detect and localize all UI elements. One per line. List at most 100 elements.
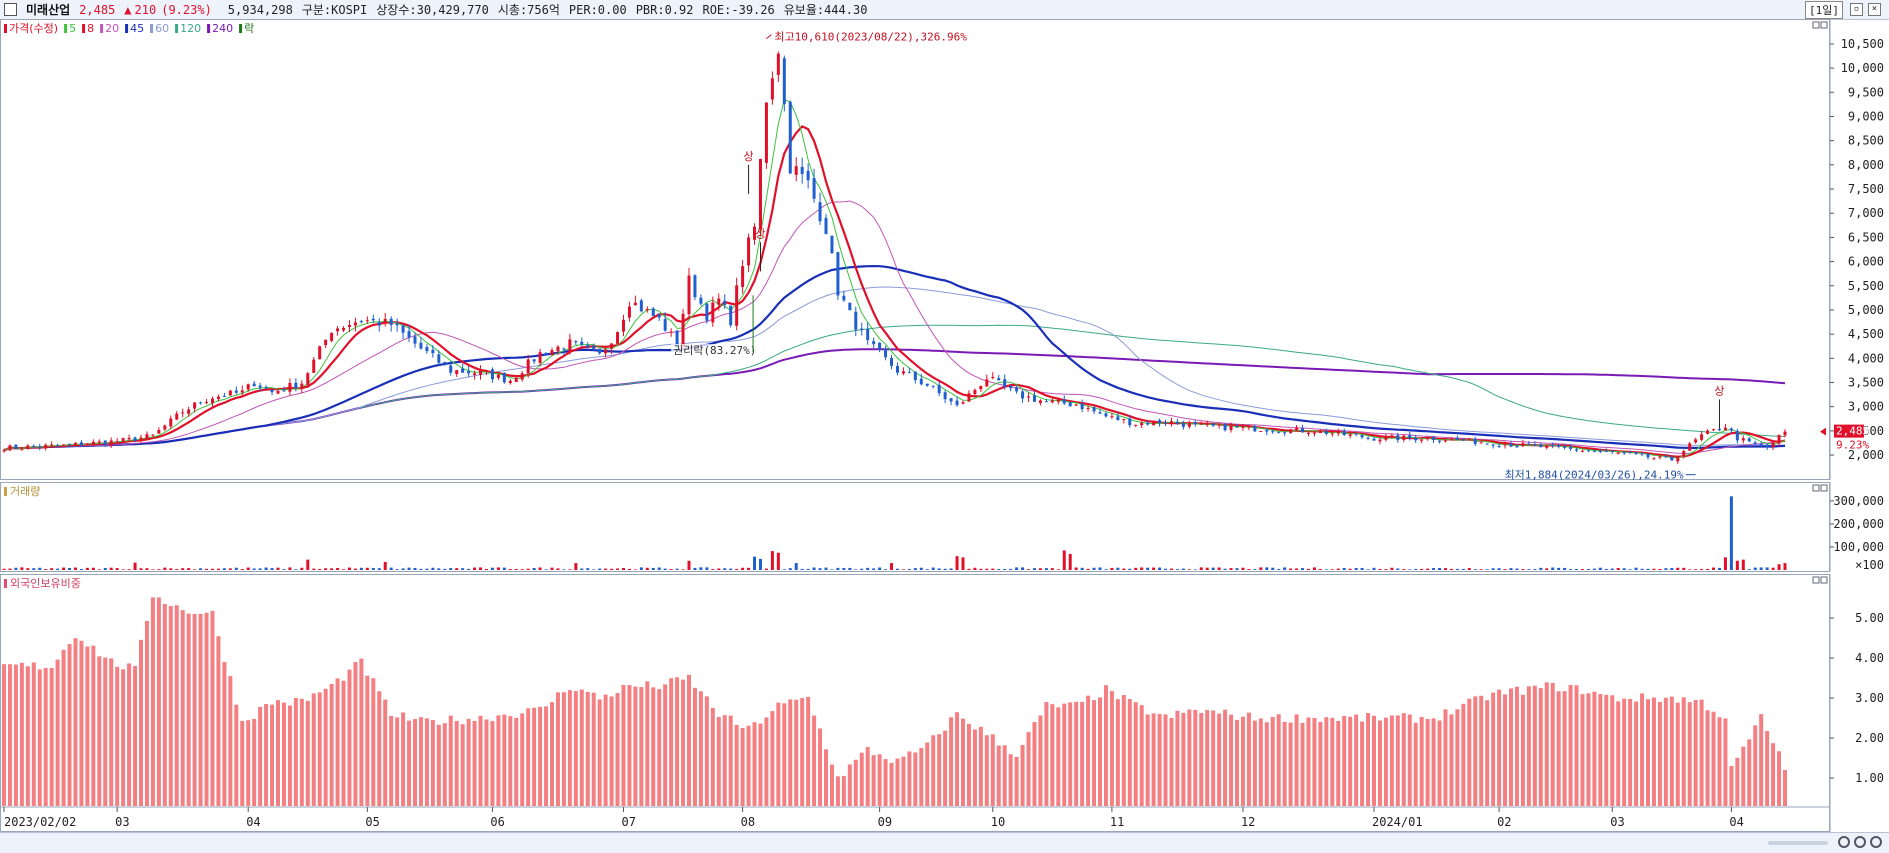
foreign-ratio-bar xyxy=(1580,694,1585,806)
volume-bar xyxy=(68,568,72,570)
foreign-ratio-bar xyxy=(395,717,400,806)
candle xyxy=(1432,437,1436,441)
foreign-ratio-bar xyxy=(1086,695,1091,806)
candle xyxy=(20,448,24,450)
candle xyxy=(407,331,411,338)
foreign-ratio-bar xyxy=(561,692,566,806)
volume-title: 거래량 xyxy=(10,485,40,498)
volume-bar xyxy=(1414,568,1418,570)
volume-bar xyxy=(1169,568,1173,570)
scroll-track[interactable] xyxy=(1768,841,1828,845)
foreign-ratio-bar xyxy=(365,675,370,806)
candle xyxy=(1723,427,1727,430)
candle xyxy=(276,390,280,394)
volume-bar xyxy=(633,569,637,570)
volume-bar xyxy=(145,568,149,570)
trade-volume: 5,934,298 xyxy=(227,2,293,17)
candle xyxy=(282,390,286,392)
volume-bar xyxy=(210,568,214,570)
zoom-in-icon[interactable] xyxy=(1870,836,1882,848)
candle xyxy=(1217,424,1221,426)
volume-bar xyxy=(913,568,917,570)
foreign-ratio-bar xyxy=(1276,714,1281,806)
legend-item: 8 xyxy=(87,22,94,35)
volume-bar xyxy=(1527,569,1531,570)
candle xyxy=(115,441,119,443)
volume-bar xyxy=(288,567,292,570)
foreign-ratio-bar xyxy=(1735,757,1740,806)
candle xyxy=(1021,391,1025,399)
candle xyxy=(621,319,625,332)
candle xyxy=(97,441,101,443)
candle xyxy=(812,178,816,199)
foreign-ratio-bar xyxy=(681,679,686,806)
ma20-line xyxy=(3,200,1786,455)
candle xyxy=(199,402,203,404)
volume-bar xyxy=(324,568,328,570)
volume-bar xyxy=(502,567,506,570)
stock-chart[interactable]: 2,0002,5003,0003,5004,0004,5005,0005,500… xyxy=(0,19,1889,832)
candle xyxy=(1372,438,1376,441)
volume-bar xyxy=(1247,569,1251,570)
volume-bar xyxy=(747,567,751,570)
candle xyxy=(741,266,745,287)
foreign-ratio-bar xyxy=(1622,698,1627,806)
volume-bar xyxy=(1402,569,1406,570)
candle xyxy=(776,53,780,75)
volume-bar xyxy=(562,569,566,570)
candle xyxy=(228,390,232,396)
stock-name[interactable]: 미래산업 xyxy=(26,3,71,17)
volume-bar xyxy=(1271,567,1275,570)
volume-bar xyxy=(199,568,203,570)
candle xyxy=(1283,432,1287,434)
volume-bar xyxy=(336,567,340,570)
candle xyxy=(133,437,137,441)
x-tick-label: 09 xyxy=(878,815,892,829)
volume-bar xyxy=(1765,567,1769,570)
candle xyxy=(1062,399,1066,404)
candle xyxy=(347,325,351,328)
select-checkbox[interactable] xyxy=(4,3,17,16)
change-arrow-icon: ▲ xyxy=(124,2,132,17)
candle xyxy=(431,349,435,354)
foreign-ratio-bar xyxy=(180,610,185,806)
volume-bar xyxy=(1152,567,1156,570)
volume-bar xyxy=(1259,567,1263,570)
foreign-ratio-bar xyxy=(144,620,149,806)
candle xyxy=(1569,447,1573,449)
volume-bar xyxy=(687,560,691,570)
candle xyxy=(800,166,804,174)
candle xyxy=(1616,452,1620,454)
foreign-ratio-bar xyxy=(1294,714,1299,806)
restore-icon[interactable]: ▫ xyxy=(1850,3,1863,16)
foreign-ratio-bar xyxy=(782,703,787,806)
volume-bar xyxy=(1277,569,1281,570)
candle xyxy=(1027,396,1031,398)
volume-bar xyxy=(723,568,727,570)
foreign-ratio-bar xyxy=(1747,739,1752,806)
candle xyxy=(401,325,405,333)
close-icon[interactable]: × xyxy=(1868,3,1881,16)
volume-bar xyxy=(878,567,882,570)
candle xyxy=(1241,426,1245,428)
foreign-ratio-bar xyxy=(1032,722,1037,806)
foreign-ratio-bar xyxy=(79,640,84,806)
volume-bar xyxy=(1146,567,1150,570)
candle xyxy=(1592,450,1596,452)
volume-bar xyxy=(401,568,405,570)
candle xyxy=(1324,431,1328,434)
volume-bar xyxy=(258,568,262,570)
zoom-out-icon[interactable] xyxy=(1838,836,1850,848)
candle xyxy=(848,302,852,311)
volume-bar xyxy=(437,568,441,570)
y-tick-label: 7,500 xyxy=(1848,182,1884,196)
volume-bar xyxy=(1688,569,1692,570)
period-selector[interactable]: [1일] xyxy=(1805,1,1843,19)
candle xyxy=(824,217,828,235)
volume-bar xyxy=(1056,569,1060,570)
volume-bar xyxy=(1223,568,1227,570)
foreign-ratio-bar xyxy=(961,718,965,806)
volume-tick-label: 200,000 xyxy=(1833,517,1884,531)
volume-bar xyxy=(1336,568,1340,570)
zoom-reset-icon[interactable] xyxy=(1854,836,1866,848)
